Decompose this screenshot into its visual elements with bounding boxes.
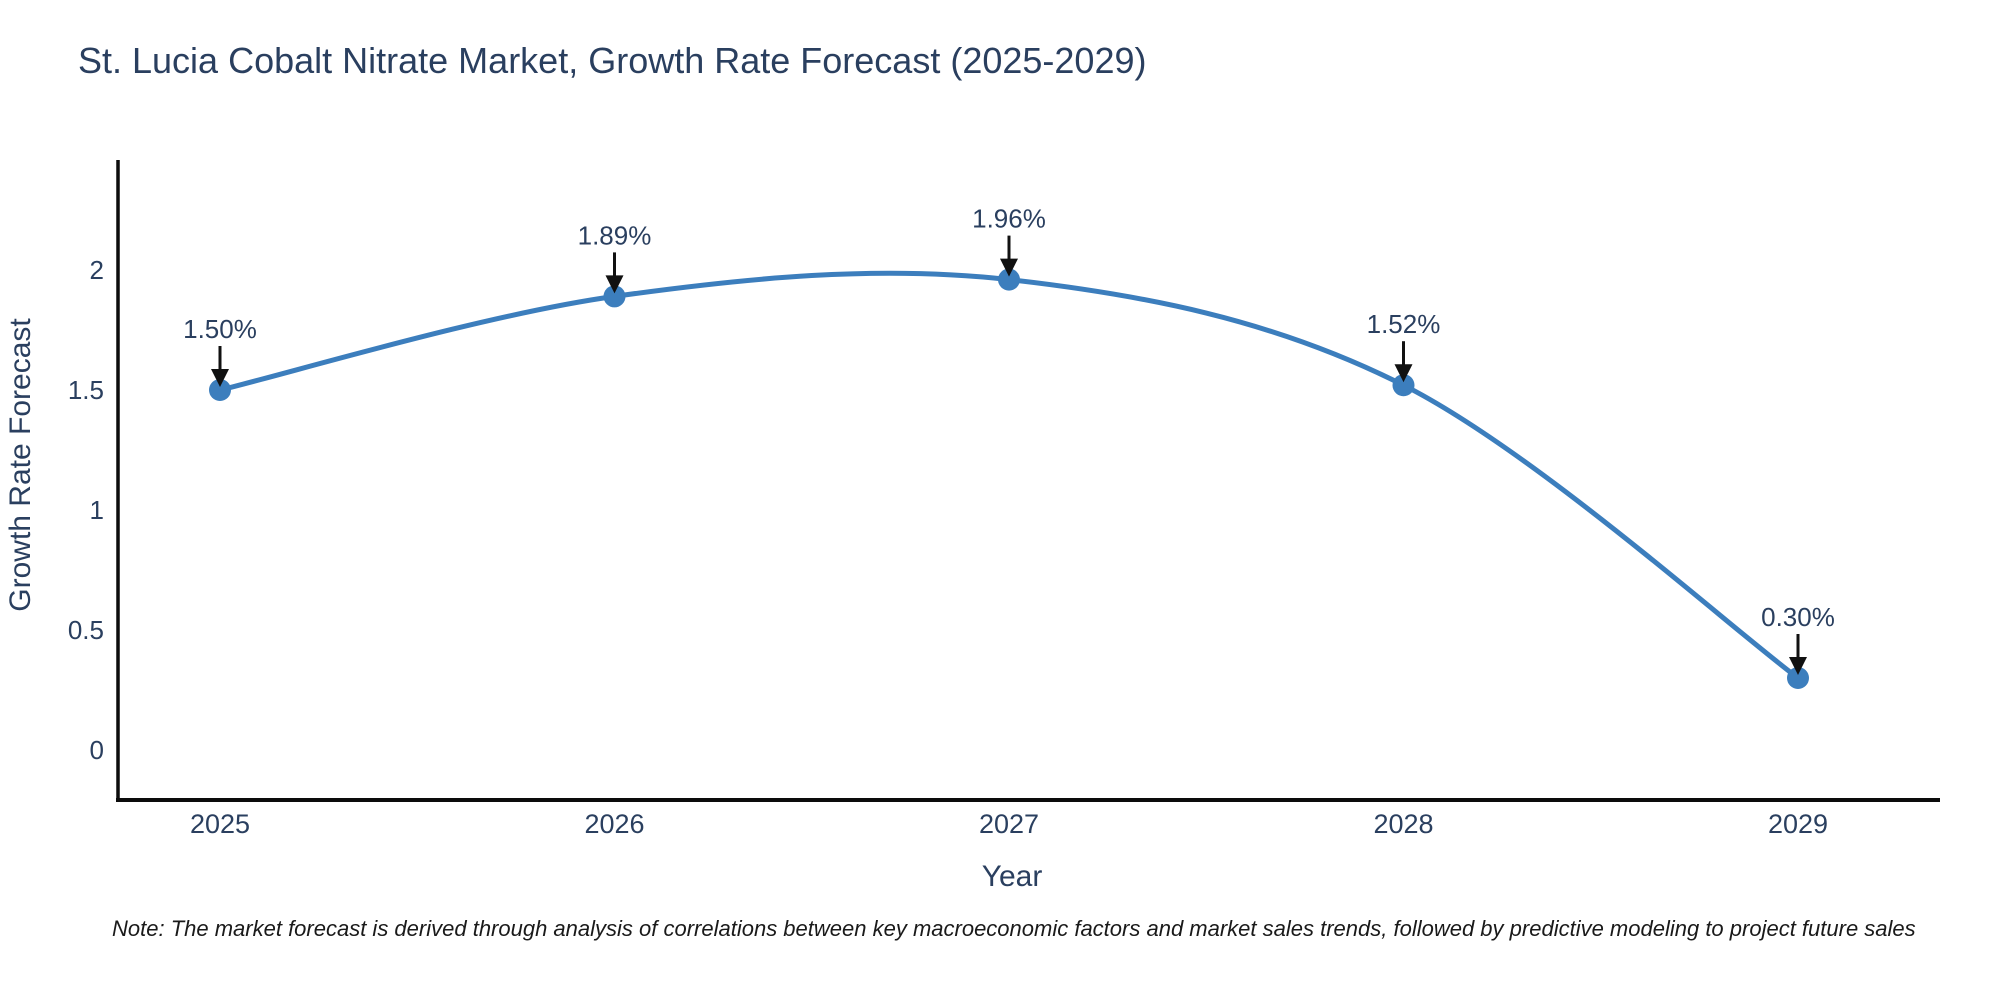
data-point-marker [209,379,231,401]
chart-title: St. Lucia Cobalt Nitrate Market, Growth … [78,40,1147,81]
point-value-label: 1.52% [1367,309,1441,339]
y-tick-label: 2 [90,255,104,285]
data-point-marker [998,268,1020,291]
point-value-label: 1.89% [578,220,652,250]
data-point-marker [1787,667,1809,689]
y-axis-title: Growth Rate Forecast [4,318,37,612]
annotation-arrowhead-icon [1394,364,1413,383]
y-tick-label: 1 [90,495,104,525]
point-value-label: 0.30% [1761,602,1835,632]
annotation-arrowhead-icon [1789,657,1807,675]
x-tick-label: 2025 [190,809,250,839]
x-tick-label: 2026 [584,809,644,839]
y-tick-label: 0 [90,735,104,765]
x-tick-label: 2028 [1373,809,1433,839]
footnote: Note: The market forecast is derived thr… [112,916,1916,941]
data-point-marker [603,285,626,308]
annotation-arrowhead-icon [1000,258,1018,277]
point-value-label: 1.96% [972,204,1046,234]
annotation-arrowhead-icon [605,275,624,294]
forecast-trend-line [217,270,1801,681]
y-tick-label: 1.5 [68,375,104,405]
annotation-arrowhead-icon [211,369,229,387]
x-tick-label: 2029 [1768,809,1828,839]
x-tick-label: 2027 [979,809,1039,839]
y-tick-label: 0.5 [68,615,104,645]
point-value-label: 1.50% [183,314,257,344]
x-axis-title: Year [982,860,1043,893]
data-point-marker [1392,374,1415,397]
